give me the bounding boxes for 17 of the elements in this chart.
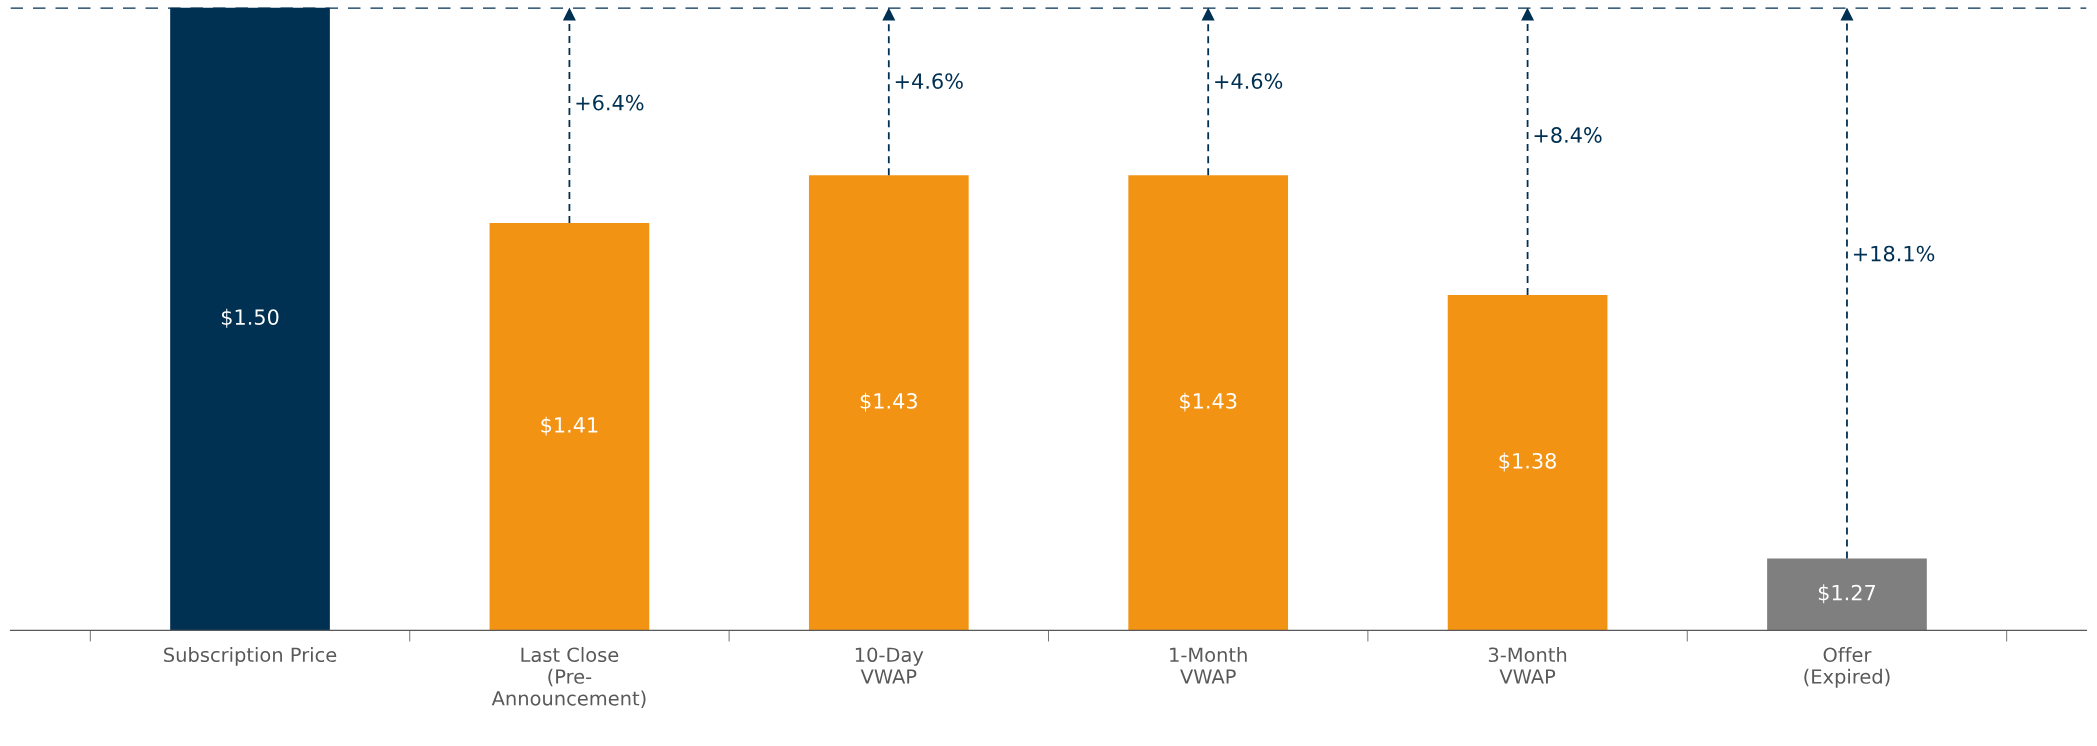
x-tick-label: 10-Day VWAP	[855, 647, 924, 684]
annotation: +8.4%	[1534, 127, 1602, 143]
x-tick-label: 3-Month VWAP	[1488, 647, 1567, 684]
annotation: +4.6%	[895, 73, 963, 89]
x-tick-label: Subscription Price	[164, 647, 337, 666]
data-label: $1.50	[221, 308, 279, 328]
annotation: +6.4%	[576, 94, 644, 111]
data-label: $1.27	[1818, 584, 1876, 604]
annotation: +18.1%	[1853, 245, 1935, 262]
data-label: $1.38	[1499, 452, 1556, 472]
data-label: $1.41	[541, 416, 598, 436]
x-tick-label: Offer (Expired)	[1804, 647, 1890, 688]
data-label: $1.43	[860, 392, 917, 412]
data-label: $1.43	[1180, 392, 1237, 412]
annotation: +4.6%	[1215, 73, 1283, 89]
x-tick-label: 1-Month VWAP	[1170, 647, 1247, 684]
x-tick-label: Last Close (Pre- Announcement)	[491, 647, 646, 708]
